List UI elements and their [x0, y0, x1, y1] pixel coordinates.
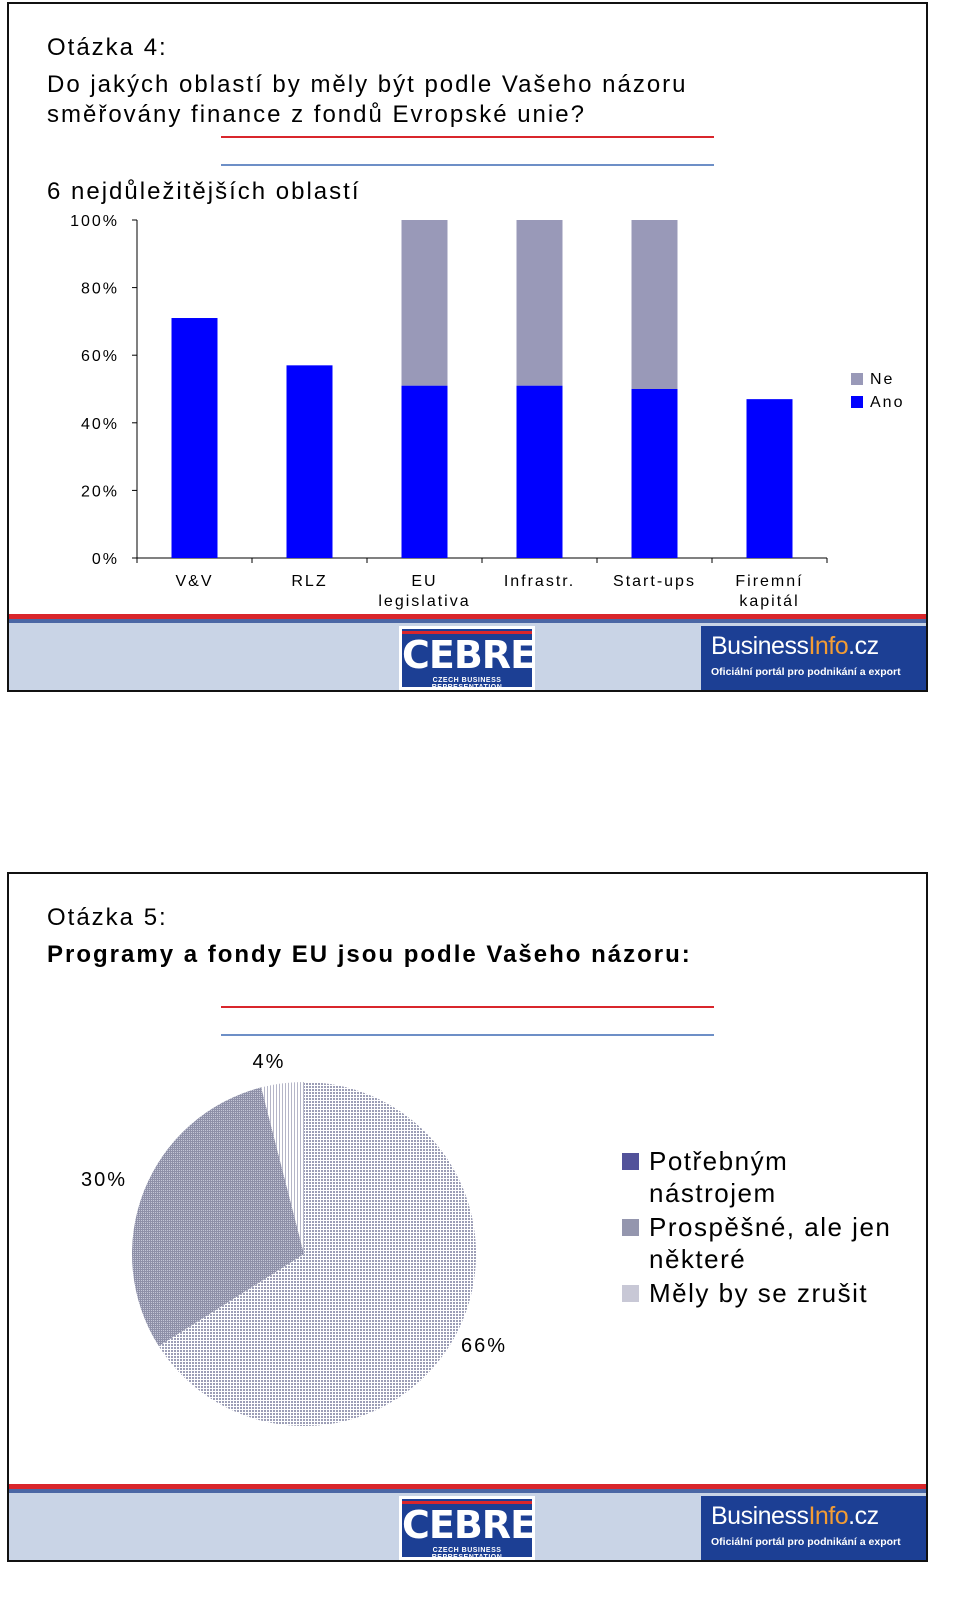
- businessinfo-logo: BusinessInfo.cz Oficiální portál pro pod…: [701, 626, 926, 690]
- bar-layer: 0% 20% 40% 60% 80% 100% V&V RLZ EU legislativa Inf…: [70, 213, 904, 610]
- title-rule-red: [221, 1006, 714, 1008]
- businessinfo-logo-name: BusinessInfo.cz: [711, 632, 879, 661]
- x-tick-label: Start-ups: [613, 573, 696, 590]
- chart-subtitle: 6 nejdůležitějších oblastí: [47, 178, 361, 205]
- legend-label-ne: Ne: [870, 371, 894, 388]
- x-tick-label: Firemní: [735, 573, 803, 590]
- footer-stripe-red: [9, 614, 926, 619]
- bar-ne-eu-legislativa: [401, 220, 448, 386]
- y-tick-label: 20%: [81, 483, 119, 500]
- x-tick-label: EU: [411, 573, 437, 590]
- y-tick-label: 0%: [92, 551, 119, 568]
- slide-question-4: Otázka 4: Do jakých oblastí by měly být …: [7, 2, 928, 692]
- bi-part2: Info: [808, 632, 849, 660]
- businessinfo-logo-name: BusinessInfo.cz: [711, 1502, 879, 1531]
- cebre-logo: CEBRE CZECH BUSINESS REPRESENTATION: [399, 1496, 536, 1561]
- bi-part1: Business: [711, 1502, 809, 1530]
- cebre-logo: CEBRE CZECH BUSINESS REPRESENTATION: [399, 626, 536, 691]
- y-tick-label: 60%: [81, 348, 119, 365]
- pie-label-potrebnym-nastrojem: 66%: [461, 1335, 507, 1357]
- bi-part1: Business: [711, 632, 809, 660]
- y-tick-label: 40%: [81, 416, 119, 433]
- footer-bar: CEBRE CZECH BUSINESS REPRESENTATION Busi…: [9, 614, 926, 690]
- question-line-2: směřovány finance z fondů Evropské unie?: [47, 101, 586, 128]
- bi-part3: .cz: [848, 632, 879, 660]
- legend-swatch-1: [622, 1153, 639, 1170]
- cebre-logo-accent: [402, 631, 532, 634]
- y-tick-label: 80%: [81, 281, 119, 298]
- pie-slice-potrebnym-nastrojem: [158, 1082, 477, 1426]
- x-tick-label: Infrastr.: [504, 573, 575, 590]
- footer-stripe-red: [9, 1484, 926, 1489]
- bar-ano-infrastr: [516, 385, 563, 558]
- bar-ano-rlz: [286, 365, 333, 558]
- legend-label-1: nástrojem: [649, 1178, 777, 1208]
- cebre-logo-name: CEBRE: [402, 633, 536, 677]
- question-number: Otázka 5:: [47, 904, 168, 931]
- question-number: Otázka 4:: [47, 34, 168, 61]
- legend-swatch-3: [622, 1285, 639, 1302]
- x-tick-label: legislativa: [378, 593, 470, 610]
- question-line-1: Do jakých oblastí by měly být podle Vaše…: [47, 71, 688, 98]
- y-tick-label: 100%: [70, 213, 119, 230]
- bi-part2: Info: [808, 1502, 849, 1530]
- cebre-logo-name: CEBRE: [402, 1503, 536, 1547]
- pie-slice-prospesne-ale-jen-nektere: [132, 1087, 304, 1347]
- cebre-logo-subtitle: CZECH BUSINESS REPRESENTATION: [431, 677, 503, 691]
- businessinfo-logo-subtitle: Oficiální portál pro podnikání a export: [711, 1536, 901, 1548]
- bar-ano-eu-legislativa: [401, 385, 448, 558]
- bar-ano-start-ups: [631, 389, 678, 558]
- legend-swatch-ne: [851, 373, 863, 385]
- businessinfo-logo: BusinessInfo.cz Oficiální portál pro pod…: [701, 1496, 926, 1560]
- legend-label-2: některé: [649, 1244, 746, 1274]
- legend-label-ano: Ano: [870, 394, 904, 411]
- pie-slice-mely-by-se-zrusit: [261, 1082, 304, 1254]
- bar-chart: 0% 20% 40% 60% 80% 100% V&V RLZ EU legislativa Inf…: [70, 213, 904, 610]
- bar-ano-firemni-kapital: [746, 399, 793, 558]
- legend-swatch-ano: [851, 396, 863, 408]
- x-tick-label: V&V: [175, 573, 213, 590]
- footer-bar: CEBRE CZECH BUSINESS REPRESENTATION Busi…: [9, 1484, 926, 1560]
- footer-stripe-blue: [9, 1489, 926, 1493]
- cebre-logo-accent: [402, 1501, 532, 1504]
- bar-ne-start-ups: [631, 220, 678, 389]
- cebre-logo-subtitle: CZECH BUSINESS REPRESENTATION: [431, 1547, 503, 1561]
- footer-stripe-blue: [9, 619, 926, 623]
- legend-label-3: Měly by se zrušit: [649, 1278, 868, 1308]
- pie-label-prospesne-ale-jen-nektere: 30%: [81, 1169, 127, 1191]
- slide-question-5: Otázka 5: Programy a fondy EU jsou podle…: [7, 872, 928, 1562]
- title-rule-red: [221, 136, 714, 138]
- bi-part3: .cz: [848, 1502, 879, 1530]
- question-text: Programy a fondy EU jsou podle Vašeho ná…: [47, 941, 692, 968]
- legend-label-1: Potřebným: [649, 1146, 788, 1176]
- pie-label-mely-by-se-zrusit: 4%: [253, 1051, 286, 1073]
- bar-ano-v-v: [171, 318, 218, 558]
- title-rule-blue: [221, 164, 714, 166]
- title-rule-blue: [221, 1034, 714, 1036]
- businessinfo-logo-subtitle: Oficiální portál pro podnikání a export: [711, 666, 901, 678]
- x-tick-label: kapitál: [739, 593, 799, 610]
- x-tick-label: RLZ: [291, 573, 327, 590]
- legend-label-2: Prospěšné, ale jen: [649, 1212, 891, 1242]
- bar-ne-infrastr: [516, 220, 563, 386]
- legend-swatch-2: [622, 1219, 639, 1236]
